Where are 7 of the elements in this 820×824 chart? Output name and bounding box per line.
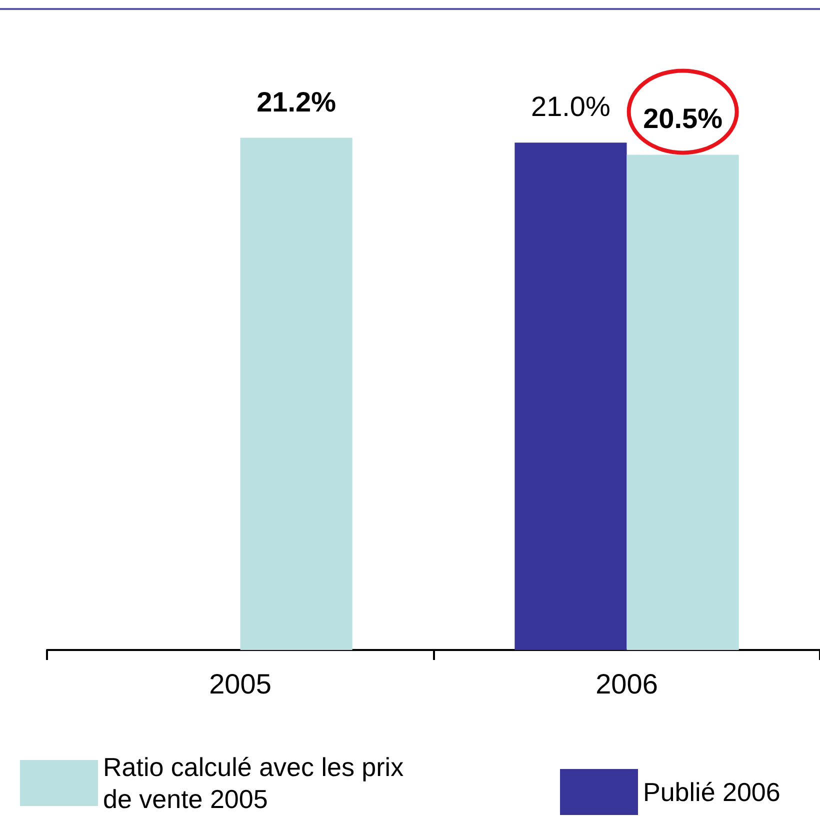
x-tick-label: 2005: [209, 668, 272, 700]
x-tick-label: 2006: [596, 668, 658, 700]
data-label: 21.2%: [256, 86, 336, 118]
legend-label: Ratio calculé avec les prix de vente 2005: [103, 752, 411, 814]
data-label: 20.5%: [643, 103, 723, 134]
data-label: 21.0%: [531, 91, 610, 122]
legend-label: Publié 2006: [643, 777, 780, 807]
